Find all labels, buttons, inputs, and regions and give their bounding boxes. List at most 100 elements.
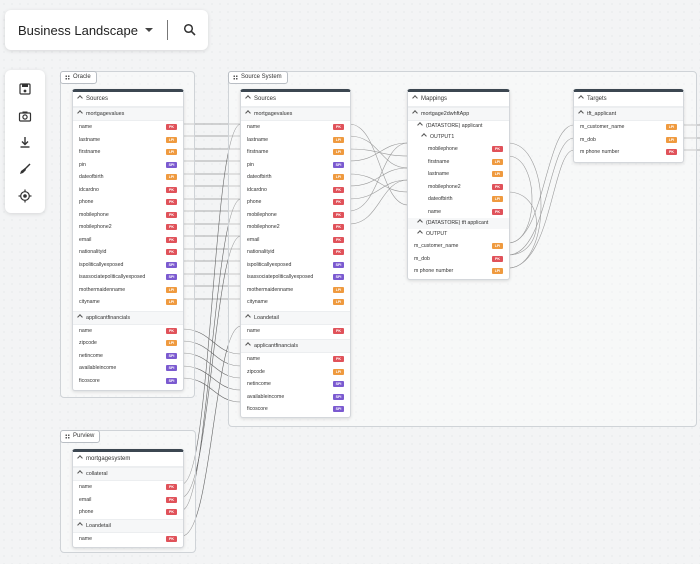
column-row[interactable]: phone PK	[73, 196, 183, 209]
chevron-down-icon[interactable]	[77, 110, 83, 116]
column-row[interactable]: mobilephone2 PK	[73, 221, 183, 234]
column-row[interactable]: email PK	[73, 234, 183, 247]
table-section[interactable]: applicantfinancials	[241, 339, 350, 353]
column-row[interactable]: netincome SPI	[73, 350, 183, 363]
chevron-down-icon[interactable]	[245, 110, 251, 116]
column-row[interactable]: firstname LPI	[408, 156, 509, 169]
column-row[interactable]: mobilephone PK	[73, 209, 183, 222]
column-row[interactable]: zipcode LPI	[241, 366, 350, 379]
table-section[interactable]: collateral	[73, 467, 183, 481]
column-row[interactable]: name PK	[73, 325, 183, 338]
node-targets[interactable]: Targets tft_applicant m_customer_name LPI…	[573, 89, 684, 163]
column-row[interactable]: zipcode LPI	[73, 337, 183, 350]
column-row[interactable]: lastname LPI	[73, 134, 183, 147]
drag-handle-icon[interactable]	[65, 434, 70, 439]
column-row[interactable]: cityname LPI	[241, 296, 350, 309]
table-section[interactable]: tft_applicant	[574, 107, 683, 121]
drag-handle-icon[interactable]	[233, 75, 238, 80]
column-row[interactable]: email PK	[241, 234, 350, 247]
chevron-down-icon[interactable]	[417, 122, 423, 128]
column-row[interactable]: ispoliticallyexposed SPI	[241, 259, 350, 272]
chevron-down-icon[interactable]	[245, 95, 251, 101]
group-tab-oracle[interactable]: Oracle	[60, 71, 97, 84]
chevron-down-icon[interactable]	[417, 230, 423, 236]
column-row[interactable]: availableincome SPI	[241, 391, 350, 404]
column-row[interactable]: m_customer_name LPI	[574, 121, 683, 134]
column-row[interactable]: m_dob LPI	[574, 134, 683, 147]
search-icon[interactable]	[183, 23, 197, 37]
table-section[interactable]: applicantfinancials	[73, 310, 183, 325]
column-row[interactable]: ficoscore SPI	[241, 403, 350, 416]
column-row[interactable]: cityname LPI	[73, 296, 183, 309]
output-header[interactable]: OUTPUT	[408, 229, 509, 240]
chevron-down-icon[interactable]	[144, 28, 153, 32]
table-section[interactable]: Loandetail	[73, 518, 183, 533]
column-row[interactable]: isassociatepoliticallyexposed SPI	[73, 271, 183, 284]
group-tab-source-system[interactable]: Source System	[228, 71, 288, 84]
column-row[interactable]: name PK	[241, 121, 350, 134]
output-header[interactable]: OUTPUT1	[408, 132, 509, 143]
chevron-down-icon[interactable]	[421, 133, 427, 139]
column-row[interactable]: name PK	[73, 481, 183, 494]
column-row[interactable]: ficoscore SPI	[73, 375, 183, 388]
column-row[interactable]: m_dob PK	[408, 253, 509, 266]
locate-icon[interactable]	[18, 189, 32, 203]
column-row[interactable]: mobilephone PK	[241, 209, 350, 222]
chevron-down-icon[interactable]	[417, 219, 423, 225]
column-row[interactable]: isassociatepoliticallyexposed SPI	[241, 271, 350, 284]
column-row[interactable]: name PK	[73, 533, 183, 546]
column-row[interactable]: lastname LPI	[408, 168, 509, 181]
table-section[interactable]: Loandetail	[241, 310, 350, 325]
column-row[interactable]: idcardno PK	[73, 184, 183, 197]
node-purview-mortgagesystem[interactable]: mortgagesystem collateral name PK email PK p…	[72, 449, 184, 548]
save-icon[interactable]	[18, 82, 32, 96]
table-section[interactable]: mortgagevalues	[241, 107, 350, 121]
mapping-app-section[interactable]: mortgage2dwhftApp	[408, 107, 509, 121]
group-tab-purview[interactable]: Purview	[60, 430, 101, 443]
landscape-title[interactable]: Business Landscape	[18, 22, 138, 38]
column-row[interactable]: mothermaidenname LPI	[73, 284, 183, 297]
broom-icon[interactable]	[18, 162, 32, 176]
chevron-down-icon[interactable]	[412, 110, 418, 116]
chevron-down-icon[interactable]	[245, 342, 251, 348]
column-row[interactable]: phone PK	[73, 506, 183, 519]
column-row[interactable]: dateofbirth LPI	[73, 171, 183, 184]
column-row[interactable]: name PK	[241, 325, 350, 338]
column-row[interactable]: name PK	[73, 121, 183, 134]
column-row[interactable]: mobilephone PK	[408, 143, 509, 156]
column-row[interactable]: pin SPI	[73, 159, 183, 172]
chevron-down-icon[interactable]	[578, 95, 584, 101]
camera-icon[interactable]	[18, 109, 32, 123]
chevron-down-icon[interactable]	[77, 313, 83, 320]
chevron-down-icon[interactable]	[77, 521, 83, 528]
chevron-down-icon[interactable]	[77, 470, 83, 476]
chevron-down-icon[interactable]	[412, 95, 418, 101]
chevron-down-icon[interactable]	[77, 455, 83, 461]
chevron-down-icon[interactable]	[245, 313, 251, 320]
datastore-header[interactable]: (DATASTORE) tft applicant	[408, 218, 509, 229]
column-row[interactable]: netincome SPI	[241, 378, 350, 391]
column-row[interactable]: mobilephone2 PK	[241, 221, 350, 234]
column-row[interactable]: dateofbirth LPI	[408, 193, 509, 206]
datastore-header[interactable]: (DATASTORE) applicant	[408, 121, 509, 132]
chevron-down-icon[interactable]	[77, 95, 83, 101]
column-row[interactable]: m_customer_name LPI	[408, 240, 509, 253]
column-row[interactable]: phone PK	[241, 196, 350, 209]
column-row[interactable]: firstname LPI	[73, 146, 183, 159]
column-row[interactable]: m phone number LPI	[408, 265, 509, 278]
column-row[interactable]: mothermaidenname LPI	[241, 284, 350, 297]
column-row[interactable]: availableincome SPI	[73, 362, 183, 375]
column-row[interactable]: m phone number PK	[574, 146, 683, 159]
chevron-down-icon[interactable]	[578, 110, 584, 116]
column-row[interactable]: firstname LPI	[241, 146, 350, 159]
column-row[interactable]: name PK	[408, 206, 509, 219]
column-row[interactable]: ispoliticallyexposed SPI	[73, 259, 183, 272]
download-icon[interactable]	[18, 135, 32, 149]
column-row[interactable]: dateofbirth LPI	[241, 171, 350, 184]
node-oracle-sources[interactable]: Sources mortgagevalues name PK lastname LPI…	[72, 89, 184, 391]
drag-handle-icon[interactable]	[65, 75, 70, 80]
column-row[interactable]: name PK	[241, 353, 350, 366]
column-row[interactable]: lastname LPI	[241, 134, 350, 147]
table-section[interactable]: mortgagevalues	[73, 107, 183, 121]
column-row[interactable]: idcardno PK	[241, 184, 350, 197]
